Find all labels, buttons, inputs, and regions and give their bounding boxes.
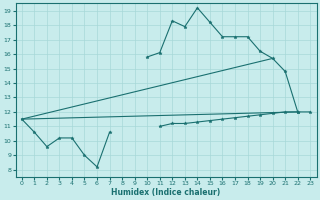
X-axis label: Humidex (Indice chaleur): Humidex (Indice chaleur) [111,188,221,197]
